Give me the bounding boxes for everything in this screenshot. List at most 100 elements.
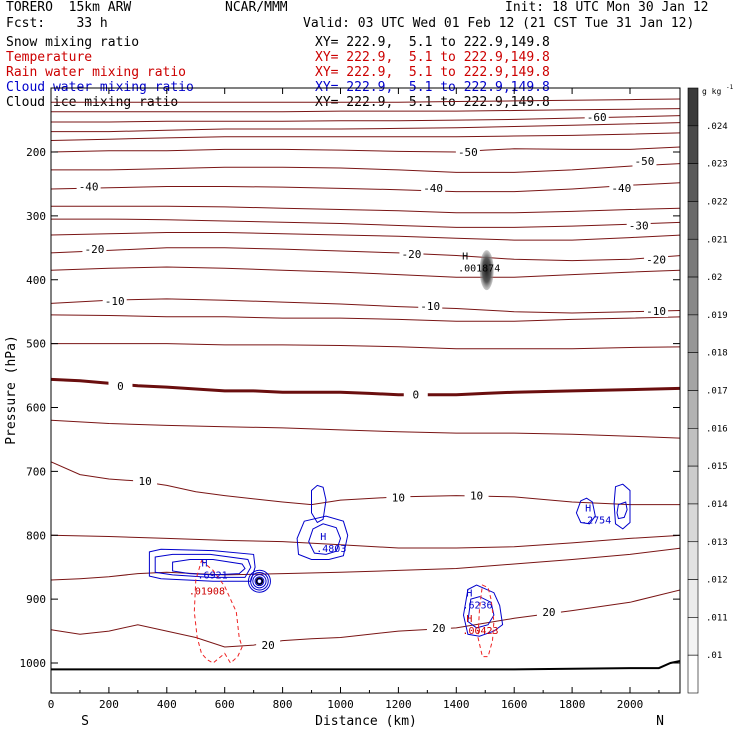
isotherm-line [51,247,680,262]
colorbar: .024 .023 .022 .021 .02 .019 .018 .017 .016 .015.… [687,84,734,694]
max-marker-symbol: H [585,503,591,514]
isotherm-line [51,132,680,141]
cloud-water-ring [256,578,263,584]
isotherm-label: 10 [392,492,405,505]
cloud-water-contour [462,584,504,637]
colorbar-swatch [687,579,699,618]
colorbar-label: .019 [706,311,728,321]
cloud-water-ring [247,569,271,593]
isotherm-label-bg [418,299,443,312]
isotherm-label-bg [403,388,428,401]
colorbar-label: .016 [706,424,728,434]
cloud-water-ring [254,576,265,587]
isotherm-label: -40 [611,182,631,195]
field-rain-coords: XY= 222.9, 5.1 to 222.9,149.8 [315,65,550,80]
isotherm-label: 10 [138,475,151,488]
x-axis-title: Distance (km) [315,714,417,729]
cloud-water-contour [575,497,596,525]
max-marker-symbol: H [462,252,468,263]
isotherm-label: 10 [470,490,483,503]
isotherm-label: -20 [646,253,666,266]
colorbar-label: .01 [706,651,722,661]
x-tick-label: 1600 [501,698,528,711]
colorbar-swatch [687,428,699,467]
colorbar-swatch [687,163,699,202]
isotherm-line [51,163,680,173]
cloud-water-contour [148,548,256,582]
colorbar-swatch [687,201,699,240]
colorbar-unit: g kg [702,87,721,96]
isotherm-line [51,298,680,314]
x-tick-label: 600 [215,698,235,711]
colorbar-swatch [687,503,699,543]
isotherm-label-bg [626,219,651,232]
x-axis-left-end-label: S [81,714,89,729]
isotherm-label-bg [133,474,158,487]
colorbar-swatch [687,314,699,353]
cloud-water-contour [296,515,349,560]
isotherm-label-bg [256,639,281,652]
isotherm-label: -40 [423,182,443,195]
cloud-ice-ring [255,577,264,585]
field-snow-coords: XY= 222.9, 5.1 to 222.9,149.8 [315,35,550,50]
isotherm-line [51,232,680,241]
isotherm-label: -10 [646,305,666,318]
isotherm-label: -30 [629,219,649,232]
colorbar-label: .02 [706,273,722,283]
isotherm-label-bg [584,110,609,123]
colorbar-swatch [687,390,699,429]
cloud-water-contour [154,553,252,578]
model-title: TORERO 15km ARW [6,0,132,15]
isotherm-label: -50 [635,155,655,168]
cloud-water-contour [467,596,495,629]
isotherm-label: 20 [432,622,445,635]
colorbar-swatch [687,617,699,656]
x-tick-label: 1000 [327,698,354,711]
isotherm-label: 0 [412,389,419,402]
isotherm-line [51,146,680,153]
isotherm-label: -50 [458,146,478,159]
isotherm-line [51,534,680,549]
colorbar-swatch [687,238,699,278]
colorbar-swatch [687,276,699,316]
y-tick-label: 1000 [20,657,47,670]
cloud-water-ring [250,571,269,591]
x-tick-label: 400 [157,698,177,711]
isotherm-label-bg [386,491,411,504]
y-tick-label: 600 [26,402,46,415]
isotherm-line [51,115,680,123]
colorbar-label: .022 [706,197,728,207]
x-tick-label: 800 [273,698,293,711]
forecast-hour: Fcst: 33 h [6,16,108,31]
isotherm-label-bg [644,253,669,266]
isotherm-line [51,266,680,278]
x-tick-label: 1800 [559,698,586,711]
max-marker-symbol: H [466,588,472,599]
isotherm-label-bg [421,181,446,194]
snow-mixing-ratio-shade [479,250,494,291]
isotherm-line [51,182,680,193]
isotherm-line [51,122,680,133]
max-marker-value: .01908 [189,586,225,597]
colorbar-label: .012 [706,576,728,586]
rain-water-contour [477,584,495,658]
isotherm-line [51,205,680,214]
colorbar-swatch [687,654,699,694]
max-marker-symbol: H [466,614,472,625]
x-tick-label: 1200 [385,698,412,711]
isotherm-label-bg [426,621,451,634]
max-marker-value: .001874 [458,264,500,275]
terrain-line [51,660,680,671]
x-tick-label: 2000 [617,698,644,711]
max-marker-value: .2754 [581,515,611,526]
colorbar-label: .017 [706,387,728,397]
max-marker-value: .4803 [316,544,346,555]
isotherm-label-bg [644,305,669,318]
max-marker-symbol: H [202,558,208,569]
isotherm-label: -10 [420,300,440,313]
y-tick-label: 200 [26,146,46,159]
plot-frame [50,87,681,694]
isotherm-label-bg [455,146,480,158]
colorbar-swatch [687,352,699,391]
